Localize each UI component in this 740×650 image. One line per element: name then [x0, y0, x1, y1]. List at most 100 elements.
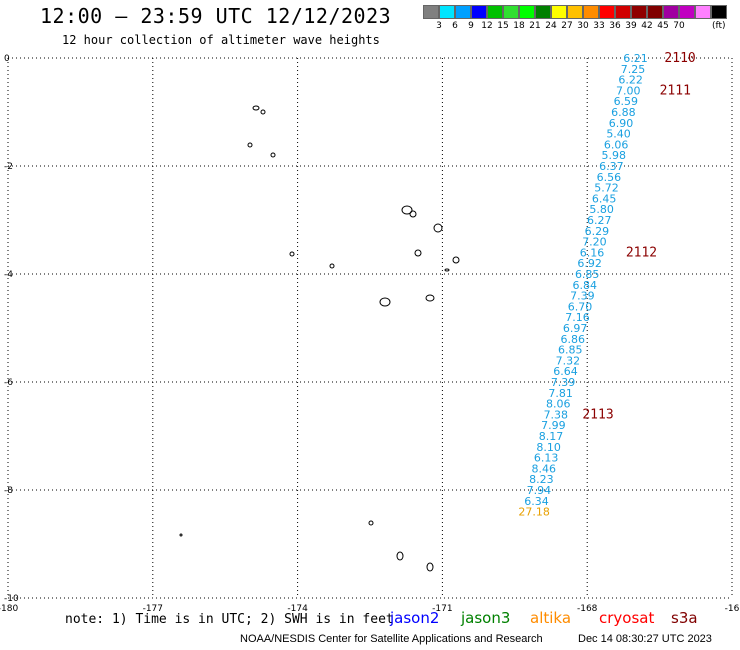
x-tick-label: -16: [725, 604, 740, 614]
island-outlines: [179, 105, 460, 572]
swh-value-label: 8.17: [539, 430, 564, 443]
color-swatch: [551, 5, 567, 19]
swh-value-label: 6.70: [568, 300, 593, 313]
swh-value-label: 6.13: [534, 452, 559, 465]
swh-value-label: 6.92: [577, 257, 602, 270]
color-swatch: [519, 5, 535, 19]
color-scale-label: 21: [529, 21, 541, 31]
swh-value-label: 7.38: [544, 408, 569, 421]
swh-value-label: 5.80: [589, 203, 614, 216]
swh-value-label: 6.22: [618, 74, 643, 87]
swh-value-label: 6.97: [563, 322, 588, 335]
color-swatch: [583, 5, 599, 19]
island-outline: [252, 105, 260, 111]
color-swatch: [471, 5, 487, 19]
swh-value-label: 6.88: [611, 106, 636, 119]
swh-value-label: 8.23: [529, 473, 554, 486]
color-swatch: [711, 5, 727, 19]
swh-value-label: 6.56: [597, 171, 622, 184]
swh-value-label: 6.86: [560, 333, 585, 346]
swh-value-label: 7.39: [570, 290, 595, 303]
legend-item: jason2: [390, 609, 440, 627]
swh-value-label: 6.45: [592, 192, 617, 205]
pass-time-label: 2112: [626, 245, 657, 260]
y-tick-label: -4: [4, 270, 13, 280]
swh-value-label: 6.06: [604, 138, 629, 151]
color-swatch: [423, 5, 439, 19]
swh-value-label: 6.84: [573, 279, 598, 292]
island-outline: [444, 268, 450, 272]
legend-item: cryosat: [599, 609, 655, 627]
color-swatch: [567, 5, 583, 19]
y-tick-label: -8: [4, 486, 13, 496]
island-outline: [368, 520, 374, 526]
color-swatch: [455, 5, 471, 19]
x-tick-label: -171: [432, 604, 452, 614]
map-title: 12:00 — 23:59 UTC 12/12/2023: [40, 4, 392, 28]
map-subtitle: 12 hour collection of altimeter wave hei…: [62, 33, 380, 47]
swh-value-label: 7.81: [548, 387, 573, 400]
y-tick-label: -6: [4, 378, 13, 388]
island-outline: [379, 297, 391, 307]
swh-value-label: 7.00: [616, 84, 641, 97]
island-outline: [401, 205, 413, 215]
color-swatch: [439, 5, 455, 19]
color-scale-label: 18: [513, 21, 525, 31]
swh-value-label: 7.99: [541, 419, 566, 432]
color-swatch: [663, 5, 679, 19]
swh-value-label: 8.46: [532, 462, 557, 475]
swh-value-label: 5.40: [606, 128, 631, 141]
swh-value-label: 6.29: [585, 225, 610, 238]
x-tick-label: -177: [143, 604, 163, 614]
color-scale-unit: (ft): [712, 21, 726, 31]
island-outline: [289, 251, 295, 257]
island-outline: [260, 109, 266, 115]
swh-value-label: 6.34: [524, 495, 549, 508]
color-swatch: [599, 5, 615, 19]
color-swatch: [647, 5, 663, 19]
swh-value-label: 6.64: [553, 365, 578, 378]
island-outline: [329, 263, 335, 269]
swh-value-label: 6.16: [580, 246, 605, 259]
swh-value-label: 6.90: [609, 117, 634, 130]
pass-time-label: 2111: [660, 83, 691, 98]
color-swatch: [695, 5, 711, 19]
legend-item: s3a: [671, 609, 698, 627]
island-outline: [396, 551, 404, 561]
x-tick-label: -180: [0, 604, 18, 614]
color-swatch: [535, 5, 551, 19]
swh-value-label: 6.21: [623, 52, 648, 65]
island-outline: [452, 256, 460, 264]
swh-points: 6.217.256.227.006.596.886.905.406.065.98…: [518, 52, 647, 519]
color-scale-label: 30: [577, 21, 589, 31]
swh-value-label: 5.72: [594, 182, 619, 195]
color-scale-label: 27: [561, 21, 573, 31]
swh-value-label: 7.16: [565, 311, 590, 324]
color-scale-label: 24: [545, 21, 557, 31]
footer-date: Dec 14 08:30:27 UTC 2023: [578, 633, 712, 645]
island-outline: [179, 533, 183, 537]
x-tick-label: -168: [577, 604, 598, 614]
swh-value-label: 7.94: [527, 484, 552, 497]
swh-value-label: 8.10: [536, 441, 561, 454]
legend-item: altika: [530, 609, 572, 627]
color-scale-label: 42: [641, 21, 653, 31]
x-tick-label: -174: [287, 604, 308, 614]
color-swatch: [679, 5, 695, 19]
legend-item: jason3: [461, 609, 511, 627]
y-tick-label: 0: [4, 54, 10, 64]
color-scale-label: 39: [625, 21, 637, 31]
color-swatch: [615, 5, 631, 19]
island-outline: [433, 223, 443, 233]
island-outline: [425, 294, 435, 302]
swh-value-label: 7.32: [556, 354, 581, 367]
swh-value-label: 6.37: [599, 160, 624, 173]
color-scale-label: 12: [481, 21, 493, 31]
color-scale-label: 45: [657, 21, 669, 31]
swh-value-label: 27.18: [518, 506, 550, 519]
color-swatch: [487, 5, 503, 19]
time-labels: 2110 2111 2112 2113: [582, 51, 695, 422]
color-scale-label: 70: [673, 21, 685, 31]
swh-value-label: 5.98: [601, 149, 626, 162]
swh-value-label: 8.06: [546, 398, 571, 411]
